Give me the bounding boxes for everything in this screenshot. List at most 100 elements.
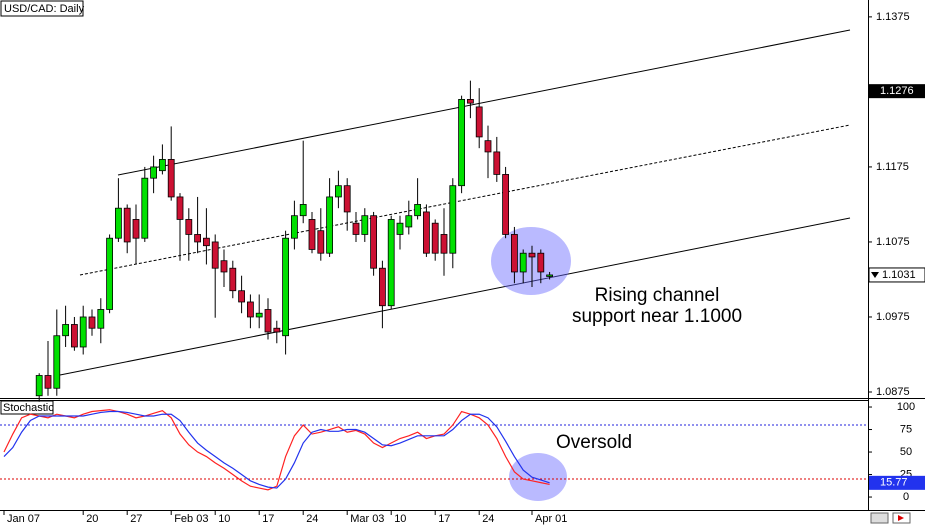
candle-body [115, 207, 122, 239]
stochastic-line [3, 410, 550, 489]
annotation: Oversold [556, 432, 632, 453]
candle-body [493, 151, 501, 175]
y-tick-label: 100 [897, 401, 915, 413]
candle-body [71, 324, 78, 348]
candle-body [158, 159, 166, 172]
x-tick-label: Apr 01 [535, 513, 567, 525]
candle-body [431, 222, 439, 254]
candle-body [194, 234, 202, 243]
candle-body [255, 312, 263, 318]
x-tick-label: Jan 07 [7, 513, 40, 525]
last-value-label: 15.77 [880, 477, 908, 489]
candle-body [176, 196, 184, 220]
candle-body [440, 234, 448, 254]
candle-body [510, 234, 518, 273]
candle-body [361, 215, 369, 235]
candle-body [519, 252, 527, 273]
candle-body [79, 316, 87, 348]
candle-body [123, 207, 131, 243]
annotation: Rising channel [595, 285, 720, 306]
candle-body [282, 237, 290, 337]
y-tick-label: 1.1175 [876, 161, 909, 173]
candle-body [422, 211, 430, 254]
candle-body [62, 324, 69, 337]
candle-body [546, 274, 553, 277]
stochastic-line [3, 409, 550, 491]
candle-body [44, 375, 52, 389]
candle-body [53, 335, 61, 389]
highlight [491, 227, 571, 295]
candle-body [396, 222, 404, 235]
candle-body [299, 204, 307, 217]
candle-body [185, 219, 193, 235]
annotation: support near 1.1000 [572, 306, 742, 327]
candle-body [202, 237, 210, 247]
chart-title: USD/CAD: Daily [4, 3, 85, 15]
price-marker-label: 1.1276 [880, 85, 914, 97]
scroll-arrow [898, 515, 904, 521]
candle-body [343, 185, 351, 213]
y-tick-label: 1.1075 [876, 236, 910, 248]
x-tick-label: 17 [262, 513, 274, 525]
y-tick-label: 1.0975 [876, 311, 910, 323]
candle-body [264, 309, 272, 333]
current-price-arrow [871, 271, 879, 278]
candle-body [238, 290, 246, 303]
title-box [0, 400, 54, 415]
candle-body [326, 196, 334, 254]
x-tick-label: 20 [86, 513, 98, 525]
scroll-button[interactable] [870, 512, 889, 524]
candle-body [88, 316, 96, 329]
x-tick-label: Mar 03 [350, 513, 384, 525]
candle-body [387, 219, 395, 307]
y-tick-label: 1.1375 [876, 11, 910, 23]
candle-body [220, 260, 228, 273]
channel-line [117, 29, 851, 176]
candle-body [537, 252, 545, 273]
candle-body [405, 215, 413, 228]
candle-body [414, 204, 422, 217]
candle-body [370, 215, 378, 269]
candle-body [449, 185, 457, 254]
y-tick-label: 75 [900, 423, 912, 435]
candle-body [352, 222, 360, 235]
candle-body [211, 241, 219, 269]
candle-body [290, 215, 298, 239]
candle-body [484, 140, 492, 153]
price-marker-box [869, 84, 925, 99]
y-tick-label: 1.0875 [876, 386, 910, 398]
candle-body [246, 301, 254, 318]
candle-body [97, 309, 105, 329]
candle-body [35, 375, 43, 397]
x-tick-label: 27 [130, 513, 142, 525]
x-tick-label: 17 [438, 513, 450, 525]
candle-body [132, 219, 140, 239]
x-tick-label: 10 [218, 513, 230, 525]
candle-body [229, 267, 237, 292]
candle-body [317, 230, 325, 254]
candle-body [528, 252, 536, 258]
channel-mid [79, 124, 851, 276]
candle-body [150, 166, 158, 179]
panel-title: Stochastic [3, 402, 54, 414]
candle-body [308, 219, 316, 250]
candle-body [458, 99, 466, 187]
current-price-label: 1.1031 [882, 269, 916, 281]
y-tick-label: 0 [903, 491, 909, 503]
title-box [0, 0, 84, 17]
candle-body [106, 237, 113, 310]
candle-body [334, 185, 342, 198]
x-tick-label: 10 [394, 513, 406, 525]
last-value-box [869, 475, 925, 490]
x-tick-label: 24 [482, 513, 494, 525]
candle-body [378, 267, 386, 307]
channel-line [59, 217, 851, 376]
candle-body [141, 177, 149, 239]
x-tick-label: Feb 03 [174, 513, 208, 525]
candle-body [273, 327, 281, 333]
y-tick-label: 50 [900, 446, 912, 458]
candle-body [466, 99, 474, 104]
